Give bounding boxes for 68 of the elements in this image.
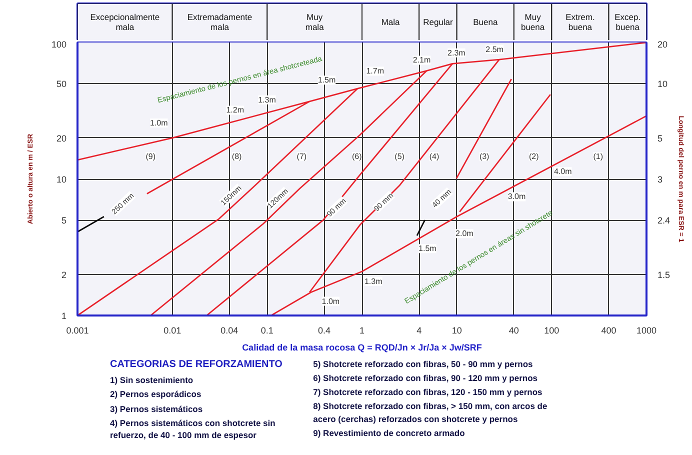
band-label: Regular	[423, 17, 454, 27]
annotation: (8)	[232, 152, 242, 162]
annotation: 1.7m	[366, 66, 384, 76]
annotation: (9)	[146, 152, 156, 162]
x-tick-label: 4	[416, 326, 422, 336]
annotation: (7)	[296, 152, 307, 162]
text: 6) Shotcrete reforzado con fibras, 90 - 120 mm y pernos	[313, 372, 539, 384]
annotation: 1.5m	[418, 244, 437, 254]
annotation: (5)	[394, 152, 405, 162]
band-label: Muy mala	[305, 12, 324, 32]
band-label: Extremadamente mala	[187, 12, 252, 32]
category-label: 10	[658, 79, 668, 90]
annotation: (6)	[352, 152, 362, 162]
annotation: (2)	[528, 152, 540, 162]
text: 5) Shotcrete reforzado con fibras, 50 - 90 mm y pernos	[313, 358, 534, 370]
y-tick-label: 2	[61, 270, 67, 280]
band-label: Extrem. buena	[566, 12, 595, 32]
category-label: 2.4	[658, 216, 670, 226]
text: CATEGORIAS DE REFORZAMIENTO	[110, 358, 284, 372]
annotation: 3.0m	[508, 192, 526, 202]
x-tick-label: 0.01	[164, 326, 182, 336]
annotation: 1.0m	[150, 118, 168, 128]
annotation: 1.3m	[364, 276, 383, 286]
annotation: 1.5m	[318, 76, 336, 85]
y-tick-label: 10	[56, 174, 67, 184]
band-label: Muy buena	[520, 12, 545, 32]
text: 9) Revestimiento de concreto armado	[313, 426, 466, 439]
x-axis-title: Calidad de la masa rocosa Q = RQD/Jn × Jr/Ja × Jw/SRF	[242, 342, 482, 352]
annotation: (1)	[593, 152, 604, 162]
band-label: Excep. buena	[614, 12, 641, 32]
text: 8) Shotcrete reforzado con fibras, > 150 mm, con arcos de acero (cerchas) reforzados con shotcrete y pernos	[313, 400, 548, 425]
text: 3) Pernos sistemáticos	[110, 402, 204, 415]
annotation: 1.3m	[258, 95, 276, 104]
category-label: 5	[658, 133, 663, 144]
category-label: 20	[658, 40, 668, 50]
y-tick-label: 5	[61, 216, 67, 226]
y-tick-label: 1	[61, 311, 67, 321]
category-label: 1.5	[658, 270, 670, 280]
band-label: Mala	[381, 17, 400, 27]
text: 2) Pernos esporádicos	[110, 388, 202, 401]
x-tick-label: 1	[359, 326, 365, 336]
annotation: 4.0m	[554, 167, 572, 176]
x-tick-label: 0.001	[66, 326, 89, 336]
x-tick-label: 400	[601, 326, 616, 336]
category-label: 3	[658, 174, 663, 184]
x-tick-label: 0.04	[220, 326, 238, 336]
x-tick-label: 100	[544, 326, 560, 336]
annotation: 1.2m	[226, 106, 244, 115]
y-tick-label: 20	[56, 133, 67, 144]
x-tick-label: 40	[508, 326, 519, 336]
y-tick-label: 50	[56, 79, 67, 90]
x-tick-label: 0.4	[318, 326, 331, 336]
text: 1) Sin sostenimiento	[110, 374, 194, 386]
band-label: Buena	[473, 17, 498, 27]
band-label: Excepcionalmente mala	[90, 12, 160, 32]
y-tick-label: 100	[51, 40, 67, 50]
x-tick-label: 10	[452, 326, 462, 336]
text: 7) Shotcrete reforzado con fibras, 120 - 150 mm y pernos	[313, 386, 544, 398]
annotation: 2.5m	[486, 44, 504, 54]
annotation: 2.1m	[412, 56, 431, 65]
annotation: 2.0m	[456, 229, 474, 238]
annotation: 1.0m	[322, 296, 340, 306]
x-tick-label: 1000	[636, 326, 657, 336]
annotation: (3)	[479, 152, 490, 162]
text: 4) Pernos sistemáticos con shotcrete sin refuerzo, de 40 - 100 mm de espesor	[110, 416, 276, 441]
x-tick-label: 0.1	[260, 326, 274, 336]
annotation: 2.3m	[448, 48, 466, 58]
annotation: (4)	[429, 152, 440, 162]
